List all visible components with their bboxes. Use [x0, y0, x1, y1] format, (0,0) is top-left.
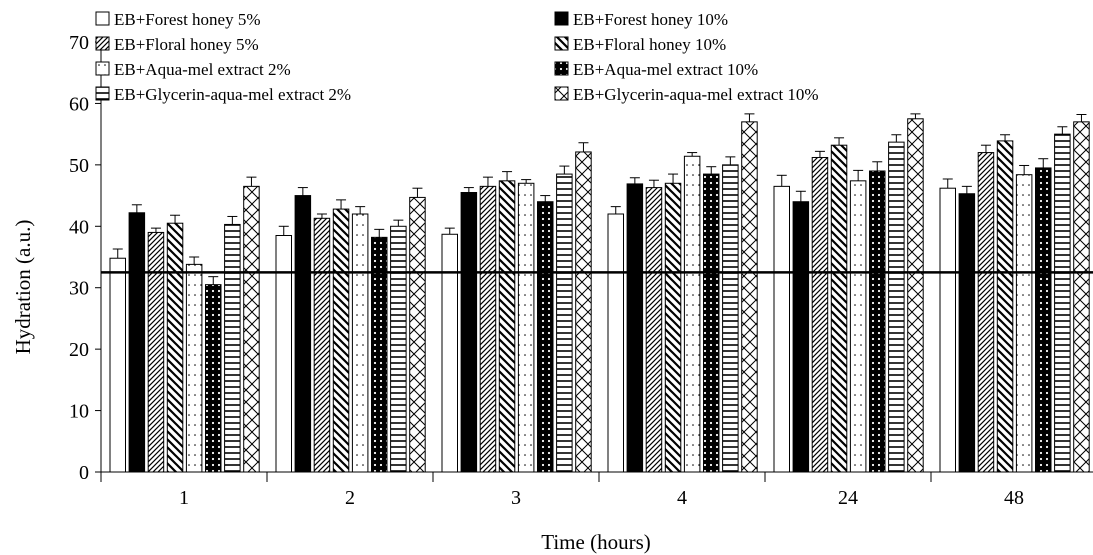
legend-item: EB+Floral honey 5% — [95, 35, 259, 54]
bar — [1035, 167, 1052, 473]
bar — [351, 213, 369, 473]
bar — [849, 180, 867, 473]
legend-swatch — [554, 36, 569, 51]
legend: EB+Forest honey 5% EB+Forest honey 10% EB+… — [95, 10, 819, 104]
bar — [498, 180, 516, 473]
x-tick-label: 4 — [677, 487, 687, 509]
bar — [147, 231, 165, 473]
bar — [830, 144, 848, 473]
bar — [722, 164, 739, 473]
legend-swatch — [554, 11, 569, 26]
y-axis-title: Hydration (a.u.) — [11, 220, 35, 355]
bar — [907, 118, 924, 473]
x-tick-label: 3 — [511, 487, 521, 509]
legend-label: EB+Glycerin-aqua-mel extract 2% — [114, 85, 351, 104]
bar — [109, 257, 126, 473]
bar — [977, 152, 995, 473]
bar — [441, 233, 458, 473]
y-tick-label: 10 — [69, 401, 89, 423]
bar — [224, 223, 241, 473]
bar — [664, 182, 682, 473]
legend-label: EB+Forest honey 10% — [573, 10, 728, 29]
bar — [958, 193, 976, 473]
bar — [275, 235, 292, 473]
bar — [1054, 133, 1071, 473]
bar — [683, 155, 701, 473]
legend-label: EB+Glycerin-aqua-mel extract 10% — [573, 85, 819, 104]
bar — [556, 173, 573, 473]
bar — [996, 140, 1014, 473]
bar — [185, 263, 203, 473]
y-tick-label: 50 — [69, 155, 89, 177]
y-tick-label: 70 — [69, 32, 89, 54]
x-tick-label: 1 — [179, 487, 189, 509]
bar — [607, 213, 624, 473]
legend-item: EB+Glycerin-aqua-mel extract 2% — [95, 85, 351, 104]
legend-swatch — [95, 61, 110, 76]
y-tick-label: 60 — [69, 93, 89, 115]
y-tick-label: 30 — [69, 278, 89, 300]
x-tick-label: 2 — [345, 487, 355, 509]
legend-label: EB+Floral honey 5% — [114, 35, 259, 54]
legend-swatch — [95, 86, 110, 101]
bar — [166, 222, 184, 473]
legend-swatch — [554, 61, 569, 76]
bar — [773, 185, 790, 473]
bar — [939, 187, 956, 473]
legend-item: EB+Glycerin-aqua-mel extract 10% — [554, 85, 819, 104]
bar — [243, 185, 260, 473]
bar — [128, 212, 146, 473]
bar — [294, 195, 312, 473]
bar — [390, 225, 407, 473]
legend-swatch — [554, 86, 569, 101]
legend-swatch — [95, 11, 110, 26]
bar — [517, 182, 535, 473]
bar — [741, 121, 758, 473]
legend-item: EB+Aqua-mel extract 2% — [95, 60, 291, 79]
bar — [1015, 174, 1033, 473]
y-tick-label: 0 — [79, 462, 89, 484]
legend-label: EB+Forest honey 5% — [114, 10, 261, 29]
x-tick-label: 24 — [838, 487, 858, 509]
legend-item: EB+Forest honey 5% — [95, 10, 261, 29]
legend-item: EB+Forest honey 10% — [554, 10, 728, 29]
bar — [479, 185, 497, 473]
bar — [575, 151, 592, 473]
bar — [869, 170, 886, 473]
y-tick-label: 20 — [69, 339, 89, 361]
bar — [409, 196, 426, 473]
bar — [313, 217, 331, 473]
bar — [205, 284, 222, 473]
legend-item: EB+Aqua-mel extract 10% — [554, 60, 758, 79]
legend-label: EB+Aqua-mel extract 2% — [114, 60, 291, 79]
bar — [645, 187, 663, 473]
legend-label: EB+Aqua-mel extract 10% — [573, 60, 758, 79]
legend-item: EB+Floral honey 10% — [554, 35, 726, 54]
bar — [703, 173, 720, 473]
legend-swatch — [95, 36, 110, 51]
x-axis-title: Time (hours) — [541, 530, 650, 554]
bar — [888, 141, 905, 473]
bar — [811, 156, 829, 473]
x-tick-label: 48 — [1004, 487, 1024, 509]
bar — [332, 208, 350, 473]
bar — [626, 183, 644, 473]
bar — [537, 201, 554, 473]
bar — [1073, 121, 1090, 473]
legend-label: EB+Floral honey 10% — [573, 35, 726, 54]
y-tick-label: 40 — [69, 216, 89, 238]
bar — [792, 201, 810, 473]
bar — [460, 192, 478, 473]
